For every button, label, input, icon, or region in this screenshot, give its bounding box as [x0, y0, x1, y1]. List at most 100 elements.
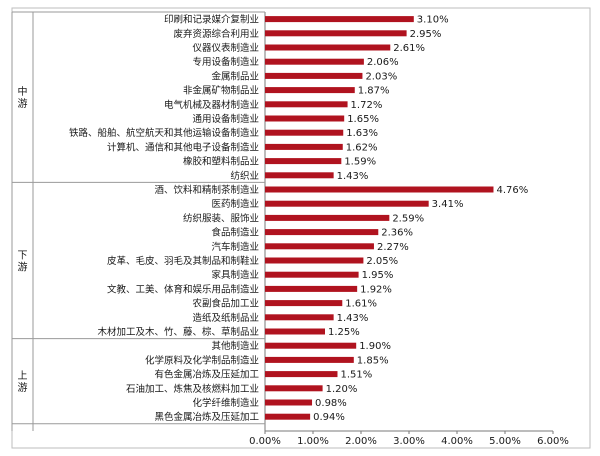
data-label: 1.87%	[358, 86, 390, 97]
category-label: 铁路、船舶、航空航天和其他运输设备制造业	[69, 127, 259, 139]
category-label: 其他制造业	[211, 340, 259, 352]
category-label: 家具制造业	[211, 269, 259, 281]
data-label: 2.06%	[367, 57, 399, 68]
category-label: 通用设备制造业	[192, 113, 259, 125]
category-label: 食品制造业	[211, 227, 259, 239]
data-label: 2.95%	[410, 29, 442, 40]
data-label: 1.90%	[359, 341, 391, 352]
data-label: 1.62%	[346, 142, 378, 153]
data-label: 1.43%	[337, 171, 369, 182]
data-label: 1.85%	[357, 355, 389, 366]
bar	[265, 158, 342, 165]
bar	[265, 342, 357, 349]
data-label: 1.63%	[346, 128, 378, 139]
category-label: 废弃资源综合利用业	[173, 28, 259, 40]
data-label: 1.43%	[337, 313, 369, 324]
category-label: 医药制造业	[211, 198, 259, 210]
category-label: 化学原料及化学制品制造业	[145, 354, 259, 366]
category-label: 化学纤维制造业	[192, 397, 259, 409]
group-label: 上	[18, 370, 28, 382]
bar	[265, 87, 355, 94]
bar	[265, 72, 363, 79]
category-label: 非金属矿物制品业	[183, 85, 259, 97]
category-label: 木材加工及木、竹、藤、棕、草制品业	[97, 326, 259, 338]
bar	[265, 399, 313, 406]
data-label: 1.72%	[351, 100, 383, 111]
data-label: 1.25%	[328, 327, 360, 338]
category-label: 黑色金属冶炼及压延加工	[154, 411, 259, 423]
data-label: 2.27%	[377, 242, 409, 253]
data-label: 1.59%	[344, 157, 376, 168]
x-tick-label: 0.00%	[249, 436, 281, 447]
data-label: 1.92%	[360, 284, 392, 295]
data-label: 0.98%	[315, 398, 347, 409]
bar	[265, 58, 364, 65]
bar	[265, 172, 334, 179]
data-label: 1.51%	[340, 370, 372, 381]
category-label: 汽车制造业	[211, 241, 259, 253]
category-label: 石油加工、炼焦及核燃料加工业	[126, 383, 259, 395]
bar	[265, 257, 364, 264]
bar	[265, 115, 345, 122]
category-label: 专用设备制造业	[192, 56, 259, 68]
bar	[265, 30, 407, 37]
data-label: 1.20%	[326, 384, 358, 395]
bar	[265, 214, 390, 221]
category-label: 电气机械及器材制造业	[164, 99, 259, 111]
bar	[265, 271, 359, 278]
data-label: 2.03%	[365, 71, 397, 82]
data-label: 4.76%	[496, 185, 528, 196]
bar	[265, 143, 343, 150]
category-label: 文教、工美、体育和娱乐用品制造业	[107, 283, 259, 295]
group-label: 下	[18, 251, 28, 262]
bar	[265, 129, 344, 136]
group-label: 中	[18, 85, 28, 98]
data-label: 2.05%	[366, 256, 398, 267]
bar	[265, 356, 354, 363]
x-tick-label: 2.00%	[345, 436, 377, 447]
data-label: 3.41%	[432, 199, 464, 210]
category-label: 有色金属冶炼及压延加工	[154, 369, 259, 381]
data-label: 2.36%	[381, 228, 413, 239]
bar	[265, 300, 343, 307]
data-label: 2.61%	[393, 43, 425, 54]
bar	[265, 243, 374, 250]
category-label: 计算机、通信和其他电子设备制造业	[107, 141, 259, 153]
category-label: 印刷和记录媒介复制业	[164, 14, 259, 26]
data-label: 3.10%	[417, 15, 449, 26]
category-label: 酒、饮料和精制茶制造业	[154, 184, 259, 196]
bar	[265, 314, 334, 321]
category-label: 纺织服装、服饰业	[183, 212, 259, 224]
x-tick-label: 1.00%	[297, 436, 329, 447]
category-label: 皮革、毛皮、羽毛及其制品和制鞋业	[107, 255, 259, 267]
group-label: 游	[18, 97, 28, 110]
group-label: 游	[18, 261, 28, 274]
data-label: 2.59%	[392, 213, 424, 224]
bar	[265, 328, 325, 335]
data-label: 1.95%	[362, 270, 394, 281]
bar	[265, 101, 348, 108]
category-label: 农副食品加工业	[192, 298, 259, 310]
category-label: 纺织业	[230, 170, 259, 182]
bar	[265, 371, 338, 378]
category-label: 橡胶和塑料制品业	[183, 156, 259, 168]
bar	[265, 413, 311, 420]
category-label: 仪器仪表制造业	[192, 42, 259, 54]
bar	[265, 16, 414, 23]
x-tick-label: 4.00%	[441, 436, 473, 447]
bar	[265, 200, 429, 207]
bar	[265, 229, 379, 236]
data-label: 0.94%	[313, 412, 345, 423]
data-label: 1.61%	[345, 299, 377, 310]
category-label: 金属制品业	[211, 70, 259, 82]
x-tick-label: 3.00%	[393, 436, 425, 447]
bar	[265, 186, 494, 193]
bar	[265, 385, 323, 392]
x-tick-label: 5.00%	[489, 436, 521, 447]
group-label: 游	[18, 381, 28, 394]
x-tick-label: 6.00%	[537, 436, 569, 447]
bar	[265, 44, 391, 51]
category-label: 造纸及纸制品业	[192, 312, 259, 324]
bar	[265, 285, 358, 292]
